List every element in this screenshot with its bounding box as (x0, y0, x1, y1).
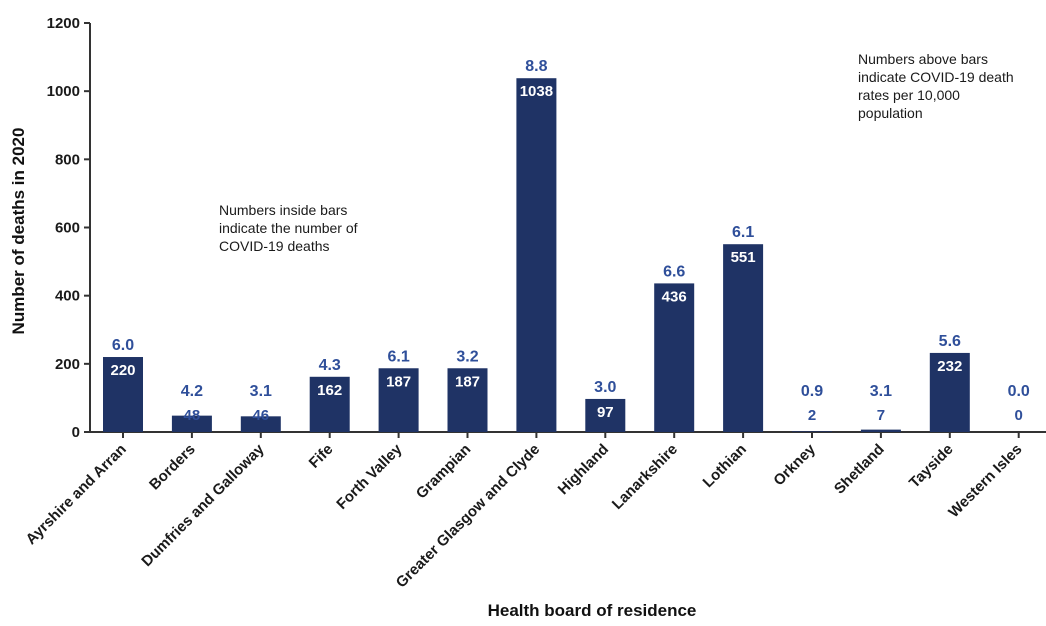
bar-count-label: 7 (877, 407, 885, 424)
annotation-above-bars: Numbers above bars indicate COVID-19 dea… (858, 50, 1028, 122)
bar-rate-label: 8.8 (525, 58, 547, 75)
bar (447, 368, 488, 432)
x-tick-label: Orkney (770, 440, 819, 489)
x-tick-label: Highland (555, 441, 612, 498)
x-tick-label: Ayrshire and Arran (23, 441, 130, 548)
x-tick-label: Borders (146, 441, 199, 494)
x-tick-label: Grampian (413, 441, 475, 503)
bar-count-label: 436 (662, 288, 687, 305)
x-tick-label: Fife (306, 441, 337, 472)
bar (103, 357, 143, 432)
x-tick-label: Shetland (831, 441, 888, 498)
bar-count-label: 97 (597, 404, 614, 421)
bar-count-label: 162 (317, 382, 342, 399)
bar-count-label: 551 (731, 249, 756, 266)
bar-rate-label: 6.1 (387, 348, 409, 365)
bar (240, 416, 281, 432)
bar (654, 283, 695, 432)
y-tick-label: 200 (55, 356, 80, 373)
bar-rate-label: 3.1 (870, 383, 892, 400)
bar (309, 376, 350, 432)
bar-count-label: 220 (110, 362, 135, 379)
x-tick-label: Greater Glasgow and Clyde (393, 441, 544, 592)
bar (171, 415, 212, 432)
bars (103, 78, 970, 432)
y-axis-title: Number of deaths in 2020 (9, 128, 28, 335)
bar-rate-label: 6.6 (663, 263, 685, 280)
bar (378, 368, 419, 432)
annotation-line: COVID-19 deaths (219, 238, 330, 254)
x-tick-label: Western Isles (945, 441, 1025, 521)
bar-rate-label: 3.1 (250, 383, 272, 400)
x-tick-label: Tayside (906, 441, 957, 492)
annotation-line: Numbers inside bars (219, 202, 348, 218)
x-tick-label: Lothian (700, 441, 750, 491)
bar (585, 398, 626, 432)
y-tick-label: 600 (55, 220, 80, 237)
x-tick-label: Forth Valley (333, 440, 406, 513)
bar-count-label: 0 (1015, 407, 1023, 424)
annotation-line: population (858, 105, 923, 121)
bar-rate-label: 6.0 (112, 337, 134, 354)
bar (723, 244, 764, 432)
bar-count-label: 187 (455, 373, 480, 390)
annotation-line: Numbers above bars (858, 51, 988, 67)
bar-rate-label: 0.9 (801, 383, 823, 400)
bar-rate-label: 4.2 (181, 383, 203, 400)
bar-rate-label: 5.6 (939, 333, 961, 350)
annotation-line: indicate the number of (219, 220, 358, 236)
bar (929, 352, 970, 432)
y-tick-label: 800 (55, 151, 80, 168)
bar-count-label: 2 (808, 407, 816, 424)
bar-count-label: 1038 (520, 83, 553, 100)
bar (792, 431, 832, 432)
bar-rate-label: 6.1 (732, 224, 754, 241)
bar-rate-label: 4.3 (319, 357, 341, 374)
bar-count-label: 187 (386, 373, 411, 390)
bar-rate-label: 0.0 (1008, 383, 1030, 400)
bar-count-label: 232 (937, 358, 962, 375)
bar (860, 429, 901, 432)
y-tick-label: 0 (72, 424, 80, 441)
bar-rate-label: 3.2 (456, 348, 478, 365)
x-tick-label: Dumfries and Galloway (138, 440, 268, 570)
y-tick-label: 1200 (47, 15, 80, 32)
y-tick-label: 1000 (47, 83, 80, 100)
annotation-line: rates per 10,000 (858, 87, 960, 103)
bar (516, 78, 557, 432)
y-tick-label: 400 (55, 288, 80, 305)
x-axis-title: Health board of residence (488, 601, 697, 620)
bar-count-label: 48 (184, 407, 201, 424)
annotation-inside-bars: Numbers inside bars indicate the number … (219, 201, 399, 255)
annotation-line: indicate COVID-19 death (858, 69, 1014, 85)
bar-rate-label: 3.0 (594, 379, 616, 396)
x-tick-label: Lanarkshire (609, 441, 681, 513)
bar-count-label: 46 (252, 407, 269, 424)
